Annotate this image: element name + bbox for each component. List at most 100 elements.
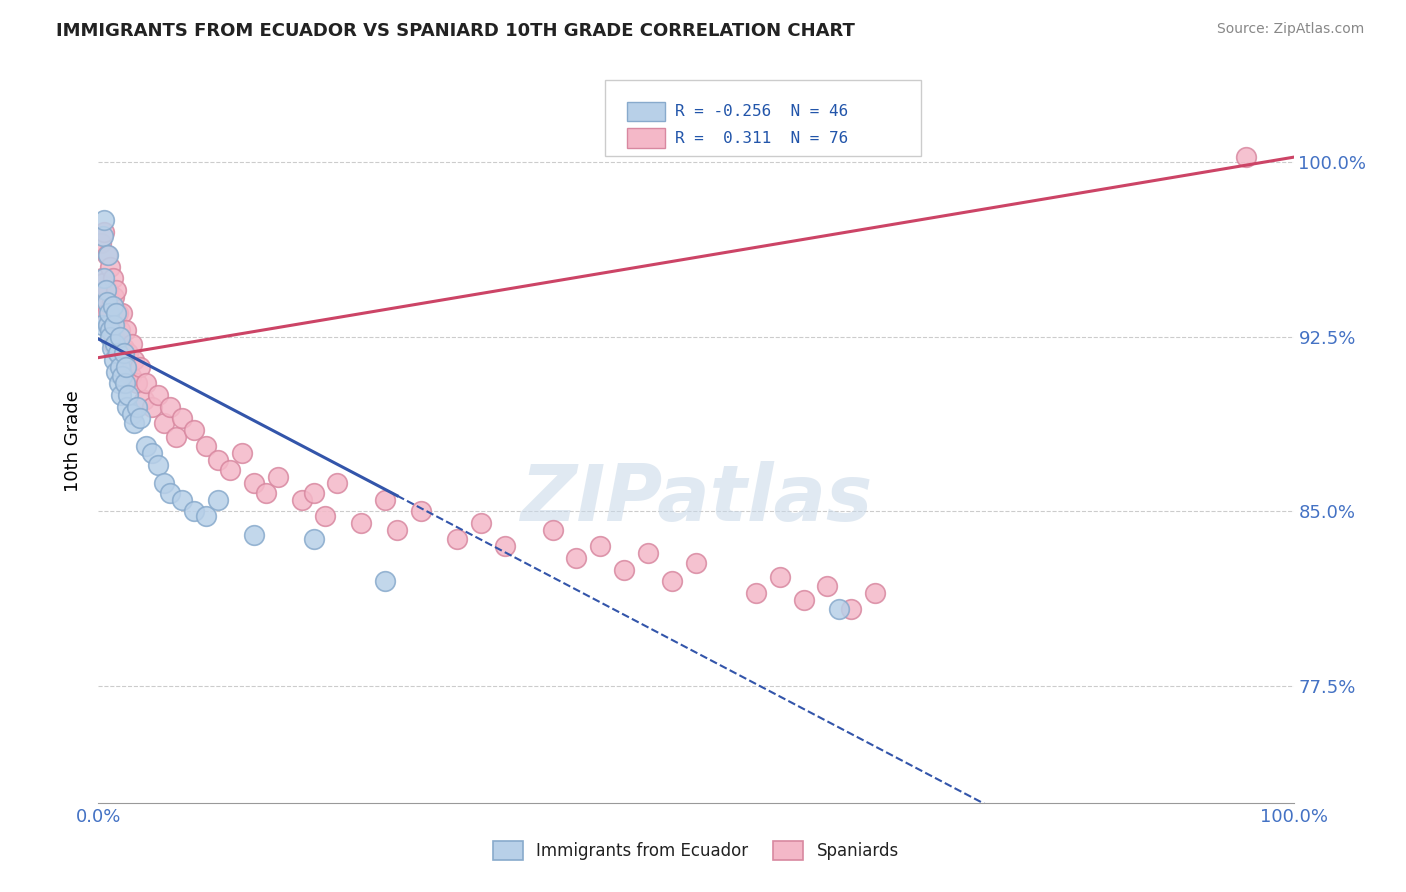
Point [103,329,125,343]
Point [374,574,396,589]
Point [108,323,131,337]
Point [94,283,117,297]
Point [97,318,120,332]
Point [219,462,242,476]
Text: ZIPatlas: ZIPatlas [520,461,872,537]
Point [565,551,588,566]
Point [815,579,838,593]
Point [101,271,124,285]
Point [195,439,218,453]
Point [91,276,114,290]
Point [98,260,122,274]
Point [135,439,157,453]
Point [243,528,266,542]
Point [267,469,290,483]
Point [97,248,120,262]
Point [96,294,118,309]
Point [195,509,218,524]
Point [172,492,194,507]
Point [411,504,433,518]
Point [98,329,122,343]
Point [637,546,659,560]
Point [183,423,205,437]
Point [111,306,134,320]
Point [541,523,564,537]
Point [103,353,125,368]
Text: IMMIGRANTS FROM ECUADOR VS SPANIARD 10TH GRADE CORRELATION CHART: IMMIGRANTS FROM ECUADOR VS SPANIARD 10TH… [56,22,855,40]
Point [90,236,112,251]
Point [385,523,409,537]
Point [153,476,176,491]
Point [148,458,170,472]
Text: R = -0.256  N = 46: R = -0.256 N = 46 [675,104,848,119]
Text: Source: ZipAtlas.com: Source: ZipAtlas.com [1216,22,1364,37]
Point [97,283,120,297]
Point [141,446,163,460]
Point [132,392,155,407]
Point [129,359,152,374]
Point [112,341,135,355]
Point [183,504,205,518]
Point [207,492,229,507]
Point [107,306,129,320]
Point [114,359,136,374]
Point [125,400,148,414]
Point [828,602,851,616]
Point [745,586,768,600]
Point [243,476,266,491]
Point [231,446,253,460]
Point [470,516,492,530]
Point [207,453,229,467]
Point [302,485,325,500]
Point [129,411,152,425]
Point [108,329,131,343]
Point [93,290,115,304]
Point [768,570,790,584]
Point [112,346,135,360]
Point [110,388,132,402]
Point [108,359,131,374]
Point [93,271,115,285]
Point [841,602,863,616]
Point [1234,150,1257,164]
Point [104,318,127,332]
Point [93,213,115,227]
Point [117,346,139,360]
Point [494,540,516,554]
Point [685,556,707,570]
Point [121,336,143,351]
Point [107,376,129,391]
Point [105,306,128,320]
Point [291,492,314,507]
Point [124,416,146,430]
Point [315,509,337,524]
Point [159,400,181,414]
Point [141,400,163,414]
Point [446,533,468,547]
Point [91,318,114,332]
Point [94,299,117,313]
Point [98,318,121,332]
Point [114,376,136,391]
Point [103,318,125,332]
Y-axis label: 10th Grade: 10th Grade [63,391,82,492]
Point [98,323,122,337]
Text: R =  0.311  N = 76: R = 0.311 N = 76 [675,131,848,145]
Point [100,341,122,355]
Point [115,400,138,414]
Point [105,365,128,379]
Point [98,306,121,320]
Point [101,336,124,351]
Point [96,248,118,262]
Point [613,563,636,577]
Point [96,306,118,320]
Point [111,369,134,384]
Point [125,376,148,391]
Point [107,336,129,351]
Point [104,336,127,351]
Point [107,346,129,360]
Point [98,323,122,337]
Legend: Immigrants from Ecuador, Spaniards: Immigrants from Ecuador, Spaniards [486,835,905,867]
Point [120,369,142,384]
Point [661,574,683,589]
